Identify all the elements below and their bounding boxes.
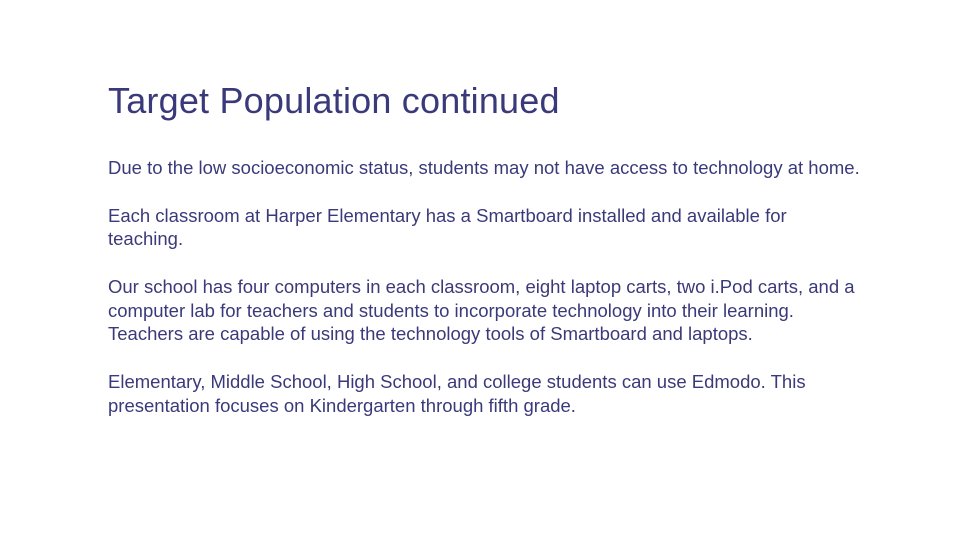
paragraph: Each classroom at Harper Elementary has … — [108, 204, 860, 251]
slide: Target Population continued Due to the l… — [0, 0, 960, 540]
slide-body: Due to the low socioeconomic status, stu… — [108, 156, 860, 417]
slide-title: Target Population continued — [108, 80, 860, 122]
paragraph: Our school has four computers in each cl… — [108, 275, 860, 346]
paragraph: Elementary, Middle School, High School, … — [108, 370, 860, 417]
paragraph: Due to the low socioeconomic status, stu… — [108, 156, 860, 180]
